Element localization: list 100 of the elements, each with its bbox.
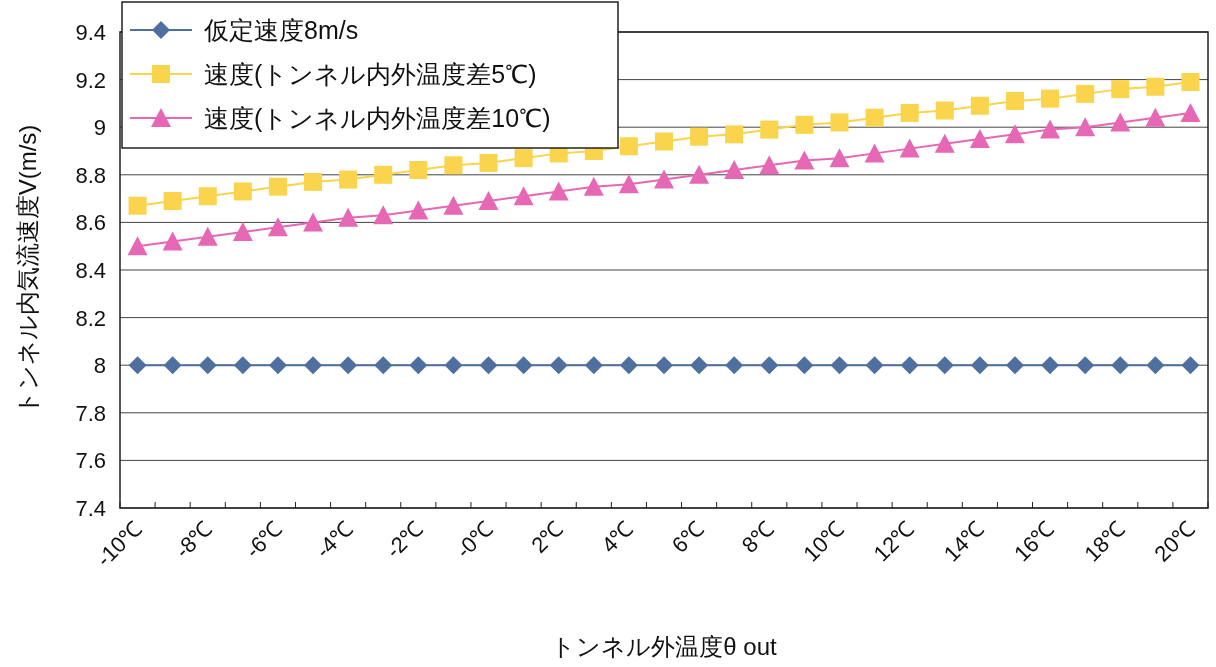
x-tick-label: 8℃ (736, 515, 779, 558)
y-tick-label: 7.6 (75, 448, 106, 474)
point (1041, 356, 1060, 375)
point (374, 165, 393, 184)
y-tick-label: 8 (93, 353, 106, 379)
point (900, 103, 919, 122)
point (268, 177, 287, 196)
point (198, 187, 217, 206)
y-tick-label: 8.8 (75, 162, 106, 188)
point (1145, 107, 1166, 127)
point (899, 138, 920, 158)
point (304, 356, 323, 375)
x-axis-title: トンネル外温度θ out (551, 633, 778, 660)
point (408, 200, 429, 220)
x-tick-label: -0℃ (450, 515, 499, 563)
point (725, 125, 744, 144)
point (1181, 356, 1200, 375)
point (267, 217, 288, 237)
y-tick-label: 7.4 (75, 496, 106, 521)
point (409, 161, 428, 180)
point (339, 170, 358, 189)
point (865, 356, 884, 375)
point (655, 132, 673, 151)
point (759, 155, 780, 175)
point (1180, 102, 1201, 122)
point (934, 133, 955, 153)
point (339, 356, 358, 375)
point (233, 356, 252, 375)
point (970, 356, 989, 375)
y-axis-title: トンネル内気流速度V(m/s) (14, 124, 41, 416)
point (304, 172, 323, 191)
point (654, 169, 674, 189)
point (794, 150, 815, 170)
point (725, 356, 744, 375)
point (128, 196, 147, 215)
point (514, 356, 533, 375)
point (373, 205, 394, 225)
point (690, 127, 709, 146)
point (163, 356, 182, 375)
point (303, 212, 324, 232)
point (1181, 72, 1200, 91)
point (935, 356, 954, 375)
y-tick-label: 8.4 (75, 258, 106, 283)
point (197, 226, 218, 246)
point (724, 160, 745, 180)
point (830, 113, 849, 132)
point (619, 137, 638, 156)
point (584, 356, 603, 375)
x-tick-label: -2℃ (380, 515, 428, 563)
point (1005, 92, 1024, 111)
y-tick-label: 9.2 (75, 67, 106, 93)
point (618, 174, 639, 194)
point (795, 356, 814, 375)
point (478, 190, 499, 210)
x-tick-label: 6℃ (666, 515, 709, 558)
point (1041, 89, 1060, 108)
y-tick-label: 9.4 (75, 20, 106, 45)
point (444, 356, 463, 375)
point (444, 156, 463, 175)
point (1040, 119, 1061, 139)
point (583, 176, 604, 196)
point (514, 149, 533, 168)
y-tick-label: 7.8 (75, 400, 106, 426)
point (655, 356, 673, 375)
point (829, 148, 850, 168)
point (513, 186, 534, 206)
legend-label: 仮定速度8m/s (203, 16, 359, 44)
point (1005, 356, 1024, 375)
point (795, 115, 814, 134)
point (374, 356, 393, 375)
x-tick-label: -6℃ (240, 515, 288, 563)
point (1076, 356, 1095, 375)
y-tick-label: 8.6 (75, 210, 106, 236)
point (1004, 124, 1025, 144)
point (864, 143, 885, 163)
point (232, 221, 253, 241)
point (163, 191, 182, 210)
point (969, 129, 990, 149)
point (338, 207, 359, 227)
point (549, 356, 568, 375)
point (198, 356, 217, 375)
point (760, 120, 779, 139)
point (479, 153, 498, 172)
point (865, 108, 884, 127)
point (128, 356, 147, 375)
point (760, 356, 779, 375)
point (443, 195, 464, 215)
point (1110, 112, 1131, 132)
point (1146, 77, 1165, 96)
point (1076, 84, 1095, 103)
x-tick-label: -4℃ (310, 515, 358, 563)
point (548, 181, 569, 201)
legend-label: 速度(トンネル内外温度差5℃) (204, 60, 537, 88)
point (233, 182, 252, 201)
point (268, 356, 287, 375)
point (162, 231, 183, 251)
point (1146, 356, 1165, 375)
legend-label: 速度(トンネル内外温度差10℃) (204, 104, 551, 132)
point (935, 101, 954, 120)
x-tick-label: 2℃ (526, 515, 569, 558)
